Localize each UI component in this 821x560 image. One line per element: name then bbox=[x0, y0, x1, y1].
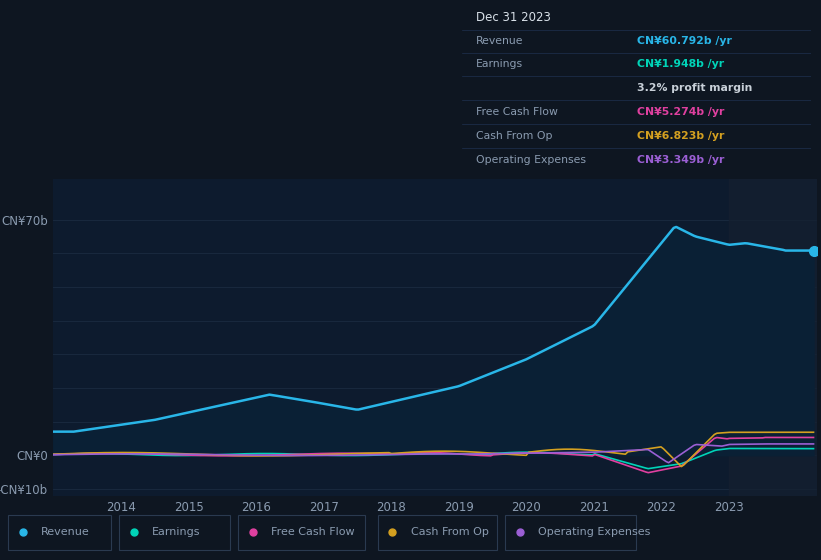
FancyBboxPatch shape bbox=[119, 515, 230, 550]
Text: Cash From Op: Cash From Op bbox=[410, 527, 488, 537]
FancyBboxPatch shape bbox=[238, 515, 365, 550]
Text: Operating Expenses: Operating Expenses bbox=[538, 527, 650, 537]
Text: Earnings: Earnings bbox=[152, 527, 200, 537]
Text: Free Cash Flow: Free Cash Flow bbox=[476, 107, 558, 117]
Text: Free Cash Flow: Free Cash Flow bbox=[271, 527, 355, 537]
Text: Operating Expenses: Operating Expenses bbox=[476, 155, 586, 165]
Text: Earnings: Earnings bbox=[476, 59, 523, 69]
Text: CN¥5.274b /yr: CN¥5.274b /yr bbox=[637, 107, 724, 117]
FancyBboxPatch shape bbox=[505, 515, 636, 550]
Text: Cash From Op: Cash From Op bbox=[476, 131, 553, 141]
Text: Revenue: Revenue bbox=[476, 36, 524, 46]
FancyBboxPatch shape bbox=[8, 515, 111, 550]
FancyBboxPatch shape bbox=[378, 515, 497, 550]
Text: 3.2% profit margin: 3.2% profit margin bbox=[637, 83, 752, 93]
Text: Revenue: Revenue bbox=[41, 527, 89, 537]
Text: CN¥1.948b /yr: CN¥1.948b /yr bbox=[637, 59, 724, 69]
Text: CN¥60.792b /yr: CN¥60.792b /yr bbox=[637, 36, 732, 46]
Text: Dec 31 2023: Dec 31 2023 bbox=[476, 12, 551, 25]
Text: CN¥6.823b /yr: CN¥6.823b /yr bbox=[637, 131, 724, 141]
Text: CN¥3.349b /yr: CN¥3.349b /yr bbox=[637, 155, 724, 165]
Bar bbox=[729, 179, 817, 496]
